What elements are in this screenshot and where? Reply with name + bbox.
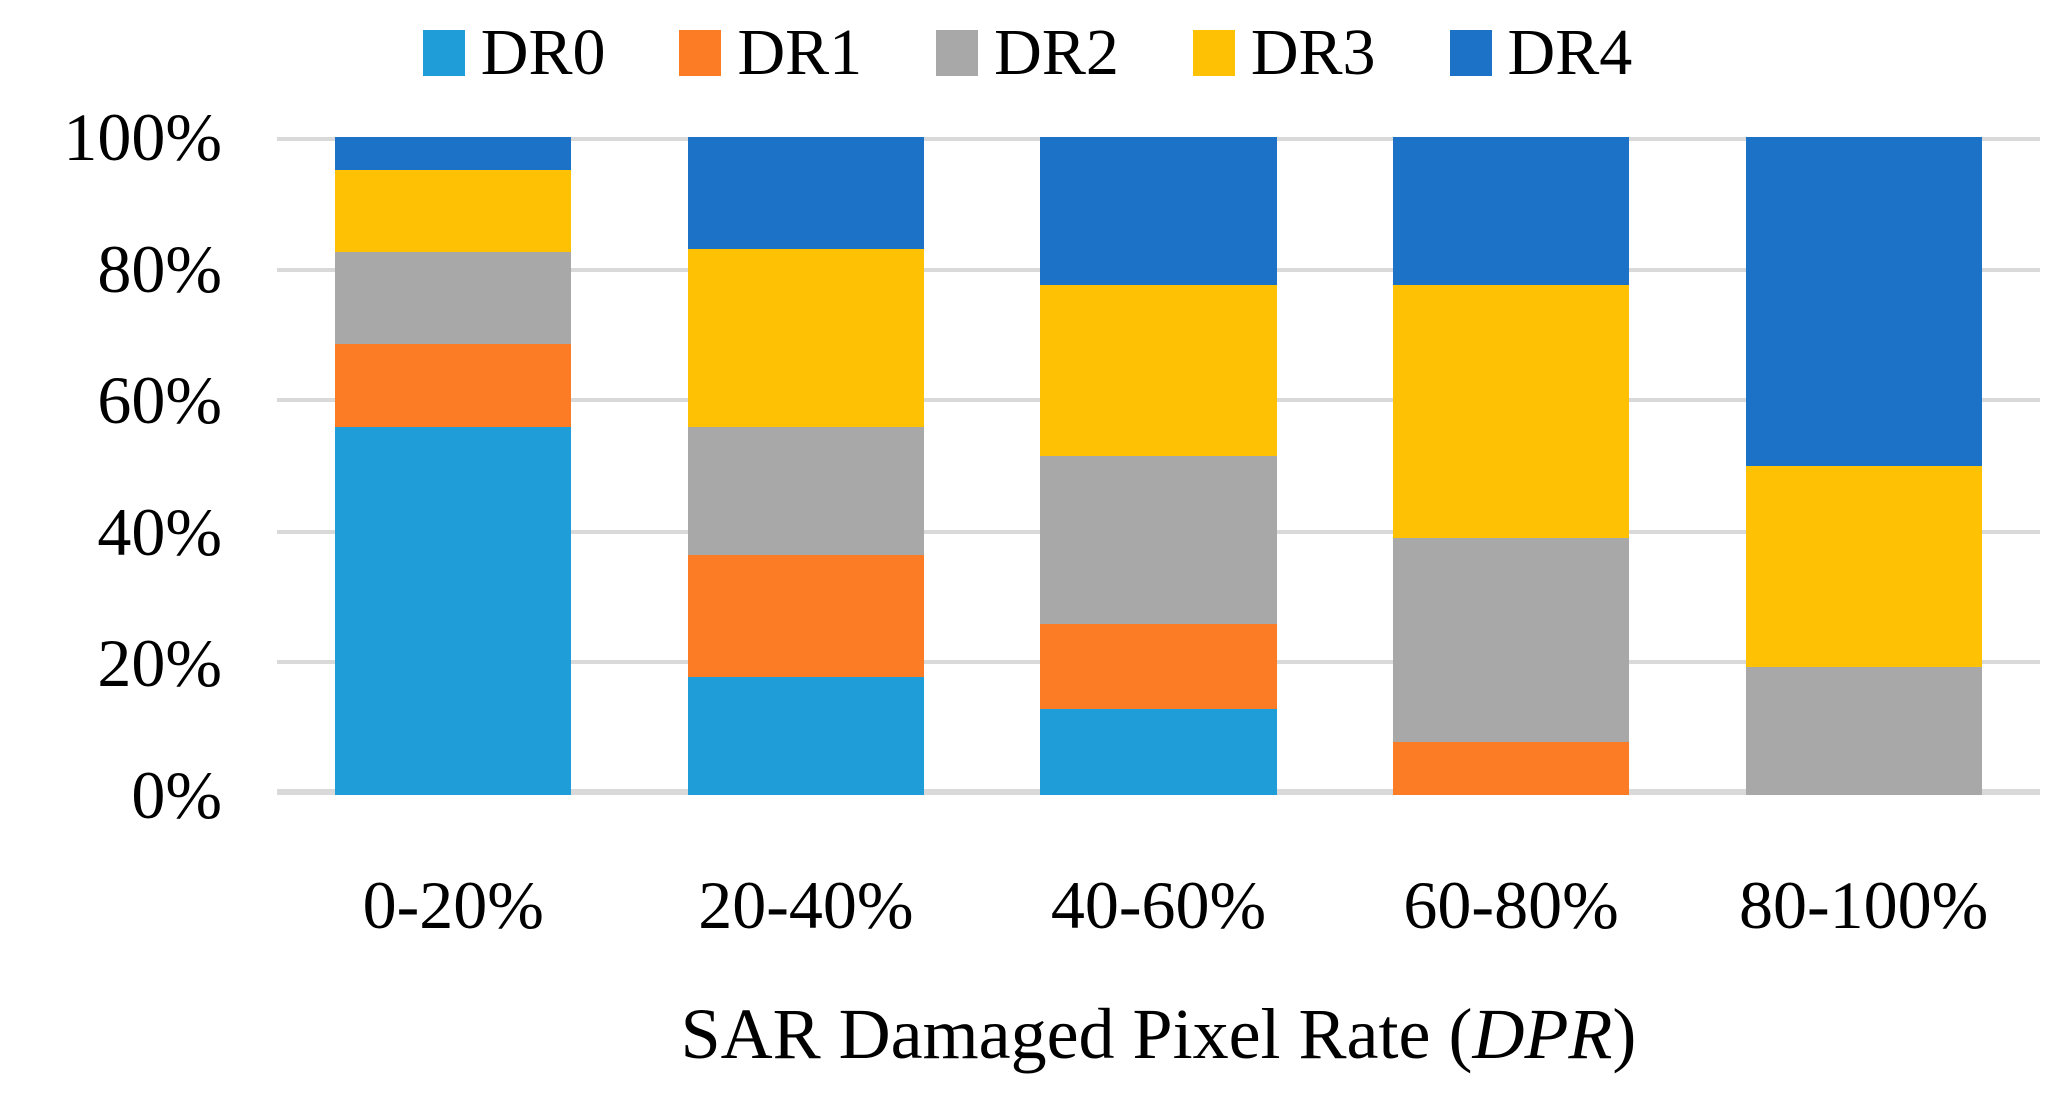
y-tick-60%: 60% (97, 362, 222, 439)
legend-label-dr2: DR2 (994, 16, 1119, 89)
bar-segment-80-100%-dr3 (1745, 466, 1982, 667)
y-tick-20%: 20% (97, 625, 222, 702)
x-axis-category-labels: 0-20% 20-40% 40-60% 60-80% 80-100% (277, 868, 2040, 943)
y-tick-0%: 0% (131, 757, 222, 833)
bar-segment-20-40%-dr2 (687, 426, 924, 555)
bar-slot-20-40% (630, 137, 983, 795)
bar-segment-40-60%-dr1 (1040, 623, 1277, 710)
bar-segment-80-100%-dr4 (1745, 137, 1982, 467)
bars-container (277, 137, 2040, 795)
bar-0-20% (335, 137, 572, 795)
legend-item-dr2: DR2 (936, 20, 1119, 86)
legend-label-dr4: DR4 (1507, 16, 1633, 89)
bar-segment-60-80%-dr4 (1392, 137, 1630, 286)
y-axis-tick-labels: 100% 80% 60% 40% 20% 0% (0, 103, 250, 829)
bar-slot-0-20% (277, 137, 630, 795)
legend-swatch-dr3 (1192, 30, 1235, 76)
bar-segment-20-40%-dr3 (687, 248, 924, 427)
x-label-80-100%: 80-100% (1739, 867, 1989, 943)
x-axis-title-prefix: SAR Damaged Pixel Rate ( (680, 994, 1473, 1074)
y-tick-40%: 40% (97, 493, 222, 570)
chart-legend: DR0 DR1 DR2 DR3 DR4 (0, 20, 2055, 86)
legend-item-dr0: DR0 (422, 16, 606, 89)
bar-slot-80-100% (1687, 137, 2040, 795)
legend-swatch-dr0 (422, 30, 465, 76)
legend-label-dr0: DR0 (480, 16, 606, 89)
bar-segment-40-60%-dr3 (1040, 285, 1277, 457)
bar-slot-60-80% (1335, 137, 1688, 795)
bar-segment-60-80%-dr1 (1392, 742, 1630, 795)
x-label-20-40%: 20-40% (698, 867, 914, 943)
legend-label-dr1: DR1 (737, 16, 863, 89)
bar-slot-40-60% (982, 137, 1335, 795)
bar-segment-40-60%-dr0 (1040, 709, 1277, 795)
bar-segment-80-100%-dr2 (1745, 666, 1982, 795)
plot-area (277, 137, 2040, 795)
bar-segment-40-60%-dr4 (1040, 137, 1277, 286)
bar-segment-60-80%-dr3 (1392, 285, 1630, 539)
bar-20-40% (687, 137, 924, 795)
y-tick-100%: 100% (63, 99, 222, 175)
bar-segment-0-20%-dr0 (335, 426, 572, 795)
x-label-0-20%: 0-20% (362, 867, 544, 943)
x-axis-title: SAR Damaged Pixel Rate (DPR) (277, 994, 2040, 1074)
x-label-60-80%: 60-80% (1403, 867, 1619, 943)
bar-segment-0-20%-dr3 (335, 169, 572, 253)
legend-item-dr4: DR4 (1449, 16, 1633, 89)
x-axis-title-italic: DPR (1472, 994, 1613, 1074)
bar-segment-20-40%-dr4 (687, 137, 924, 249)
bar-segment-20-40%-dr0 (687, 676, 924, 795)
bar-segment-0-20%-dr4 (335, 137, 572, 170)
x-axis-title-suffix: ) (1612, 994, 1637, 1074)
bar-60-80% (1392, 137, 1630, 795)
x-label-40-60%: 40-60% (1050, 867, 1267, 943)
legend-label-dr3: DR3 (1250, 16, 1376, 89)
bar-segment-20-40%-dr1 (687, 554, 924, 677)
bar-segment-60-80%-dr2 (1392, 538, 1630, 743)
bar-segment-0-20%-dr1 (335, 344, 572, 427)
bar-80-100% (1745, 137, 1982, 795)
bar-segment-0-20%-dr2 (335, 252, 572, 345)
y-tick-80%: 80% (97, 230, 222, 307)
legend-item-dr3: DR3 (1192, 16, 1376, 89)
legend-swatch-dr4 (1449, 30, 1492, 76)
bar-40-60% (1040, 137, 1277, 795)
legend-swatch-dr2 (936, 30, 979, 76)
legend-item-dr1: DR1 (679, 20, 862, 86)
bar-segment-40-60%-dr2 (1040, 456, 1277, 624)
legend-swatch-dr1 (679, 30, 722, 76)
